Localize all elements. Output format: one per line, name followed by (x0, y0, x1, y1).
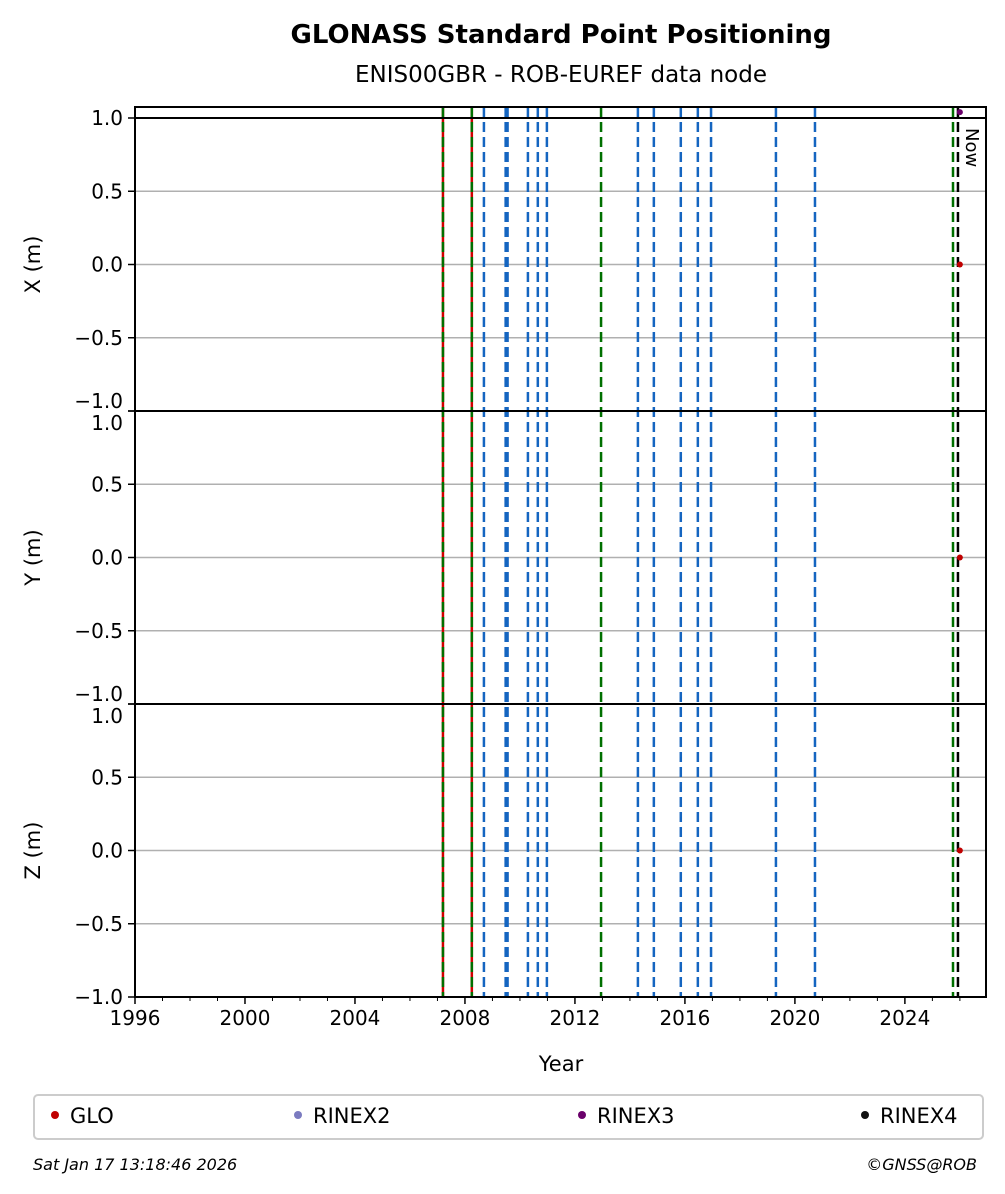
now-label: Now (961, 128, 982, 167)
data-point-rinex3 (956, 109, 963, 116)
y-tick-label: 1.0 (91, 704, 123, 728)
footer-timestamp: Sat Jan 17 13:18:46 2026 (33, 1155, 237, 1174)
x-tick-label: 2004 (330, 1006, 381, 1030)
footer-copyright: ©GNSS@ROB (866, 1155, 977, 1174)
plot-frame (134, 106, 987, 998)
y-tick-label: −0.5 (74, 619, 123, 643)
y-tick-label: 0.0 (91, 253, 123, 277)
y-tick-label: 0.0 (91, 839, 123, 863)
y-axis-label: Y (m) (21, 529, 45, 586)
y-tick-label: −1.0 (74, 389, 123, 413)
y-tick-label: 0.5 (91, 179, 123, 203)
x-axis-label: Year (538, 1052, 584, 1076)
y-tick-label: 1.0 (91, 411, 123, 435)
chart-title: GLONASS Standard Point Positioning (290, 20, 831, 50)
chart-subtitle: ENIS00GBR - ROB-EUREF data node (355, 62, 767, 88)
y-tick-label: 0.5 (91, 472, 123, 496)
x-tick-label: 2012 (549, 1006, 600, 1030)
y-tick-label: −1.0 (74, 985, 123, 1009)
legend-marker (578, 1111, 586, 1119)
x-tick-label: 2020 (769, 1006, 820, 1030)
x-tick-label: 2008 (439, 1006, 490, 1030)
data-point-glo (956, 847, 963, 854)
y-tick-label: 0.5 (91, 765, 123, 789)
x-tick-label: 2016 (659, 1006, 710, 1030)
y-axis-label: X (m) (21, 236, 45, 294)
legend-marker (861, 1111, 869, 1119)
y-tick-label: 1.0 (91, 106, 123, 130)
legend-box (33, 1094, 984, 1140)
y-axis-label: Z (m) (21, 822, 45, 880)
legend-label: RINEX4 (880, 1104, 958, 1128)
x-tick-label: 2000 (220, 1006, 271, 1030)
legend-label: GLO (70, 1104, 114, 1128)
y-tick-label: −0.5 (74, 326, 123, 350)
y-tick-label: −1.0 (74, 682, 123, 706)
legend-label: RINEX2 (313, 1104, 391, 1128)
legend-marker (294, 1111, 302, 1119)
legend-marker (51, 1111, 59, 1119)
y-tick-label: −0.5 (74, 912, 123, 936)
x-tick-label: 1996 (110, 1006, 161, 1030)
data-point-glo (956, 261, 963, 268)
y-tick-label: 0.0 (91, 546, 123, 570)
x-tick-label: 2024 (879, 1006, 930, 1030)
data-point-glo (956, 554, 963, 561)
legend-label: RINEX3 (597, 1104, 675, 1128)
